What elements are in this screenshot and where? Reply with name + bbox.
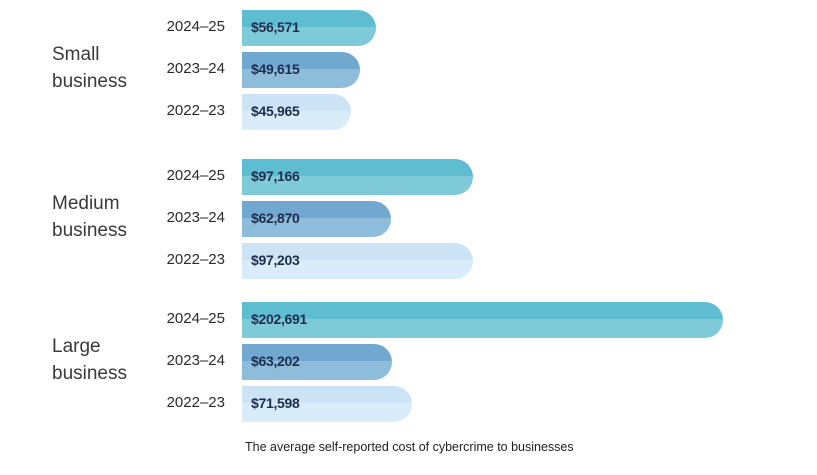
- group-label-line: business: [52, 71, 127, 92]
- bar: $63,202: [242, 344, 392, 380]
- bar: $49,615: [242, 52, 360, 88]
- year-label: 2023–24: [166, 352, 225, 369]
- bar: $202,691: [242, 302, 723, 338]
- bar-top-band: [242, 10, 376, 27]
- year-label: 2024–25: [166, 18, 225, 35]
- year-label: 2023–24: [166, 60, 225, 77]
- bar: $45,965: [242, 94, 351, 130]
- data-label: $97,166: [251, 168, 300, 184]
- data-label: $45,965: [251, 103, 300, 119]
- group-label-line: Small: [52, 44, 100, 65]
- data-label: $97,203: [251, 252, 300, 268]
- bar-bottom-band: [242, 259, 473, 279]
- data-label: $63,202: [251, 353, 300, 369]
- bar-bottom-band: [242, 360, 392, 380]
- bar-bottom-band: [242, 217, 391, 237]
- bar-bottom-band: [242, 68, 360, 88]
- data-label: $202,691: [251, 311, 307, 327]
- year-label: 2022–23: [166, 102, 225, 119]
- group-label: Large business: [52, 333, 127, 387]
- group-label-line: Large: [52, 336, 101, 357]
- bar: $62,870: [242, 201, 391, 237]
- data-label: $71,598: [251, 395, 300, 411]
- bar-bottom-band: [242, 402, 412, 422]
- bar-top-band: [242, 302, 723, 319]
- bar: $97,166: [242, 159, 473, 195]
- group-label-line: Medium: [52, 193, 120, 214]
- bar-top-band: [242, 243, 473, 260]
- year-label: 2024–25: [166, 310, 225, 327]
- year-label: 2022–23: [166, 394, 225, 411]
- year-label: 2023–24: [166, 209, 225, 226]
- bar-bottom-band: [242, 110, 351, 130]
- bar-bottom-band: [242, 175, 473, 195]
- bar: $97,203: [242, 243, 473, 279]
- bar-top-band: [242, 94, 351, 111]
- group-label-line: business: [52, 363, 127, 384]
- bar-top-band: [242, 386, 412, 403]
- chart-caption: The average self-reported cost of cyberc…: [245, 440, 574, 454]
- bar-bottom-band: [242, 318, 723, 338]
- bar-top-band: [242, 344, 392, 361]
- group-label: Medium business: [52, 190, 127, 244]
- bar: $56,571: [242, 10, 376, 46]
- group-label-line: business: [52, 220, 127, 241]
- bar-top-band: [242, 52, 360, 69]
- group-label: Small business: [52, 41, 127, 95]
- bar-top-band: [242, 201, 391, 218]
- year-label: 2024–25: [166, 167, 225, 184]
- bar-top-band: [242, 159, 473, 176]
- year-label: 2022–23: [166, 251, 225, 268]
- data-label: $49,615: [251, 61, 300, 77]
- bar: $71,598: [242, 386, 412, 422]
- bar-bottom-band: [242, 26, 376, 46]
- data-label: $62,870: [251, 210, 300, 226]
- data-label: $56,571: [251, 19, 300, 35]
